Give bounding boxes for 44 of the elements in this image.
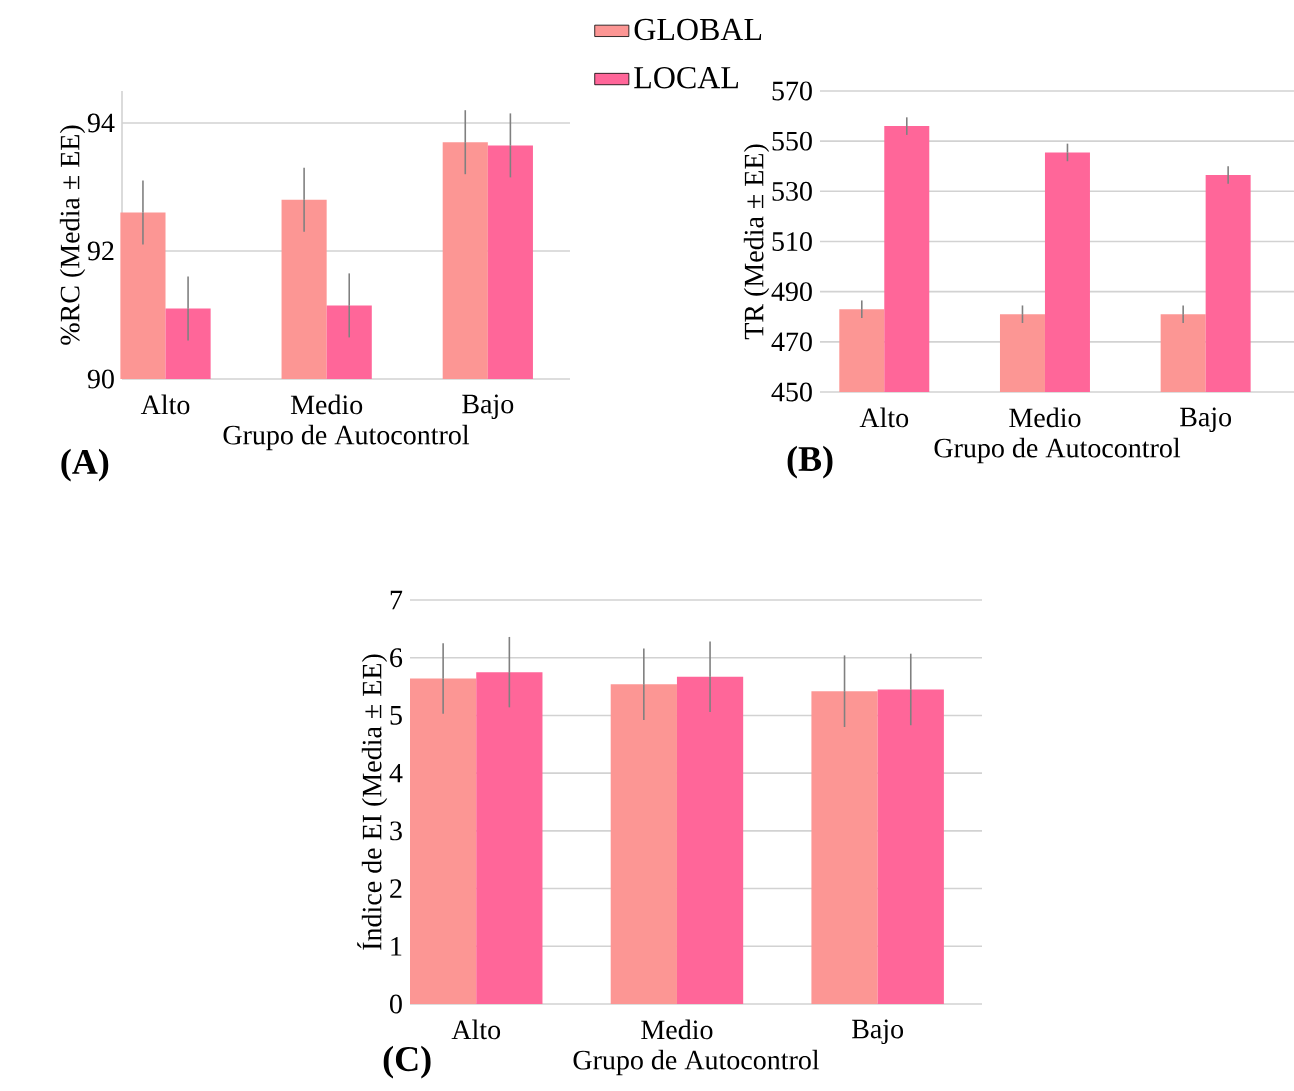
y-tick-label: 550 [772,131,812,151]
x-tick-label: Bajo [1180,407,1232,433]
bar [811,691,878,1004]
x-axis-title: Grupo de Autocontrol [934,437,1181,464]
y-tick-label: 450 [771,382,812,402]
y-tick-label: 510 [772,232,812,251]
bar [410,678,477,1004]
x-tick-label: Medio [1009,407,1081,428]
bar [610,684,677,1004]
text: (B) [787,445,833,479]
y-tick-label: 92 [87,241,114,261]
y-tick-label: 94 [87,113,115,133]
bar [676,676,744,1004]
x-tick-label: Medio [641,1019,713,1040]
legend-label: GLOBAL [634,18,762,41]
y-tick-label: 570 [772,81,812,101]
x-tick-label: Bajo [852,1019,904,1045]
x-tick-label: Medio [290,394,363,415]
x-axis-title: Grupo de Autocontrol [223,424,470,451]
y-axis-title: Índice de EI (Media ± EE) [357,654,388,950]
bar [877,689,944,1004]
y-tick-label: 490 [771,282,812,302]
y-tick-label: 0 [390,994,402,1014]
y-axis-title: %RC (Media ± EE) [59,125,86,345]
x-tick-label: Alto [859,407,909,428]
text: (A) [61,448,109,482]
y-tick-label: 4 [389,763,403,783]
y-tick-label: 3 [390,821,402,841]
x-tick-label: Bajo [462,394,514,420]
text: (C) [383,1045,431,1079]
y-tick-label: 1 [391,937,402,956]
bar [476,672,543,1004]
y-tick-label: 90 [87,369,114,389]
x-tick-label: Alto [451,1019,501,1040]
y-axis-title: TR (Media ± EE) [743,144,770,340]
y-tick-label: 5 [390,706,402,725]
y-tick-label: 530 [772,181,812,201]
y-tick-label: 6 [390,648,403,668]
y-tick-label: 2 [390,879,402,898]
y-tick-label: 470 [771,332,812,352]
legend-label: LOCAL [634,66,738,89]
x-axis-title: Grupo de Autocontrol [573,1049,820,1076]
y-tick-label: 7 [390,590,403,610]
x-tick-label: Alto [140,394,190,415]
